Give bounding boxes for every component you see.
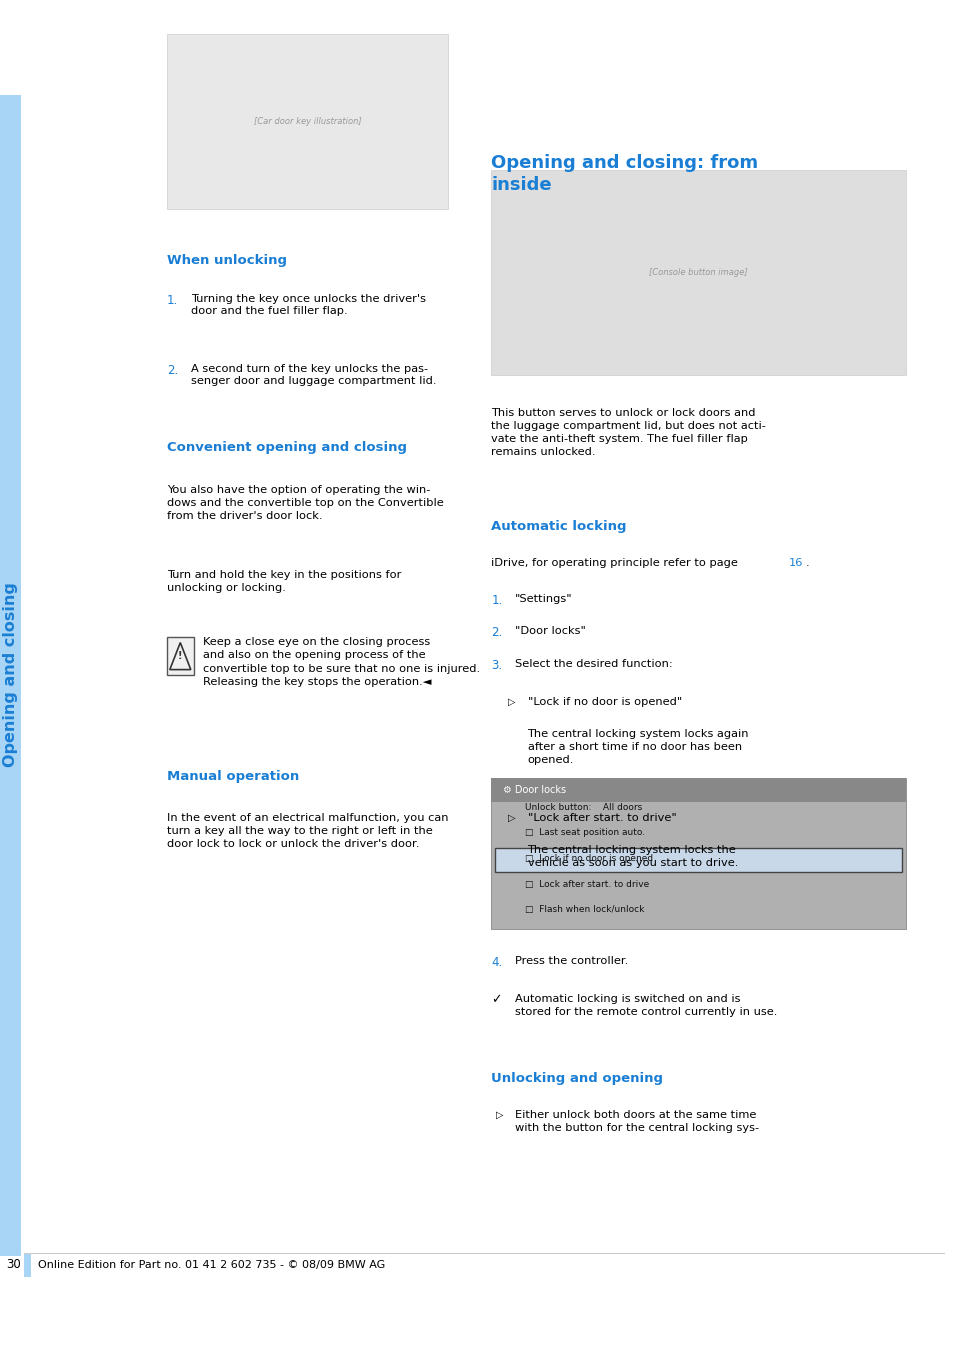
Text: Opening and closing: from
inside: Opening and closing: from inside (491, 154, 758, 194)
Text: □  Last seat position auto.: □ Last seat position auto. (524, 829, 644, 837)
Text: When unlocking: When unlocking (167, 254, 287, 267)
Bar (24, 1254, 31, 1277)
Text: Either unlock both doors at the same time
with the button for the central lockin: Either unlock both doors at the same tim… (515, 1110, 759, 1133)
Text: 3.: 3. (491, 659, 502, 672)
Text: [Car door key illustration]: [Car door key illustration] (253, 117, 361, 126)
Text: Online Edition for Part no. 01 41 2 602 735 - © 08/09 BMW AG: Online Edition for Part no. 01 41 2 602 … (38, 1260, 385, 1270)
Text: 16: 16 (788, 558, 802, 567)
Text: □  Flash when lock/unlock: □ Flash when lock/unlock (524, 906, 643, 914)
Text: Unlock button:    All doors: Unlock button: All doors (524, 803, 641, 811)
Text: You also have the option of operating the win-
dows and the convertible top on t: You also have the option of operating th… (167, 485, 443, 521)
Bar (0, 95, 21, 1256)
Text: 2.: 2. (491, 626, 502, 640)
Text: □  Lock after start. to drive: □ Lock after start. to drive (524, 880, 648, 888)
Bar (491, 170, 905, 375)
Text: The central locking system locks again
after a short time if no door has been
op: The central locking system locks again a… (527, 729, 748, 765)
Bar (495, 848, 902, 872)
Bar (491, 778, 905, 802)
Text: "Settings": "Settings" (515, 594, 572, 603)
Text: ▷: ▷ (508, 697, 516, 706)
Text: Press the controller.: Press the controller. (515, 956, 628, 965)
Text: Unlocking and opening: Unlocking and opening (491, 1072, 662, 1085)
Text: .: . (805, 558, 809, 567)
Text: Automatic locking: Automatic locking (491, 520, 626, 533)
Bar (167, 34, 448, 209)
Text: Automatic locking is switched on and is
stored for the remote control currently : Automatic locking is switched on and is … (515, 994, 777, 1017)
Text: The central locking system locks the
vehicle as soon as you start to drive.: The central locking system locks the veh… (527, 845, 738, 868)
Text: A second turn of the key unlocks the pas-
senger door and luggage compartment li: A second turn of the key unlocks the pas… (191, 364, 436, 386)
Text: "Door locks": "Door locks" (515, 626, 585, 636)
Text: "Lock if no door is opened": "Lock if no door is opened" (527, 697, 681, 706)
Text: 1.: 1. (491, 594, 502, 608)
Text: iDrive, for operating principle refer to page: iDrive, for operating principle refer to… (491, 558, 741, 567)
Text: Select the desired function:: Select the desired function: (515, 659, 672, 668)
Text: "Lock after start. to drive": "Lock after start. to drive" (527, 813, 676, 822)
Text: Keep a close eye on the closing process
and also on the opening process of the
c: Keep a close eye on the closing process … (203, 637, 479, 687)
Text: Turn and hold the key in the positions for
unlocking or locking.: Turn and hold the key in the positions f… (167, 570, 401, 593)
Text: ✓: ✓ (491, 994, 501, 1007)
Text: [Console button image]: [Console button image] (649, 269, 747, 277)
Text: Turning the key once unlocks the driver's
door and the fuel filler flap.: Turning the key once unlocks the driver'… (191, 294, 425, 316)
Text: ▷: ▷ (508, 813, 516, 822)
Text: 4.: 4. (491, 956, 502, 969)
Text: This button serves to unlock or lock doors and
the luggage compartment lid, but : This button serves to unlock or lock doo… (491, 408, 765, 458)
Bar (491, 778, 905, 929)
Text: ⚙ Door locks: ⚙ Door locks (502, 784, 565, 795)
Text: Manual operation: Manual operation (167, 769, 299, 783)
Text: Convenient opening and closing: Convenient opening and closing (167, 441, 407, 455)
Text: 30: 30 (7, 1258, 21, 1272)
Text: In the event of an electrical malfunction, you can
turn a key all the way to the: In the event of an electrical malfunctio… (167, 813, 448, 849)
Bar (167, 637, 193, 675)
Text: !: ! (178, 651, 182, 661)
Text: Opening and closing: Opening and closing (3, 583, 18, 767)
Text: 1.: 1. (167, 294, 178, 308)
Text: □  Lock if no door is opened: □ Lock if no door is opened (524, 855, 652, 863)
Text: 2.: 2. (167, 364, 178, 378)
Text: ▷: ▷ (496, 1110, 503, 1119)
